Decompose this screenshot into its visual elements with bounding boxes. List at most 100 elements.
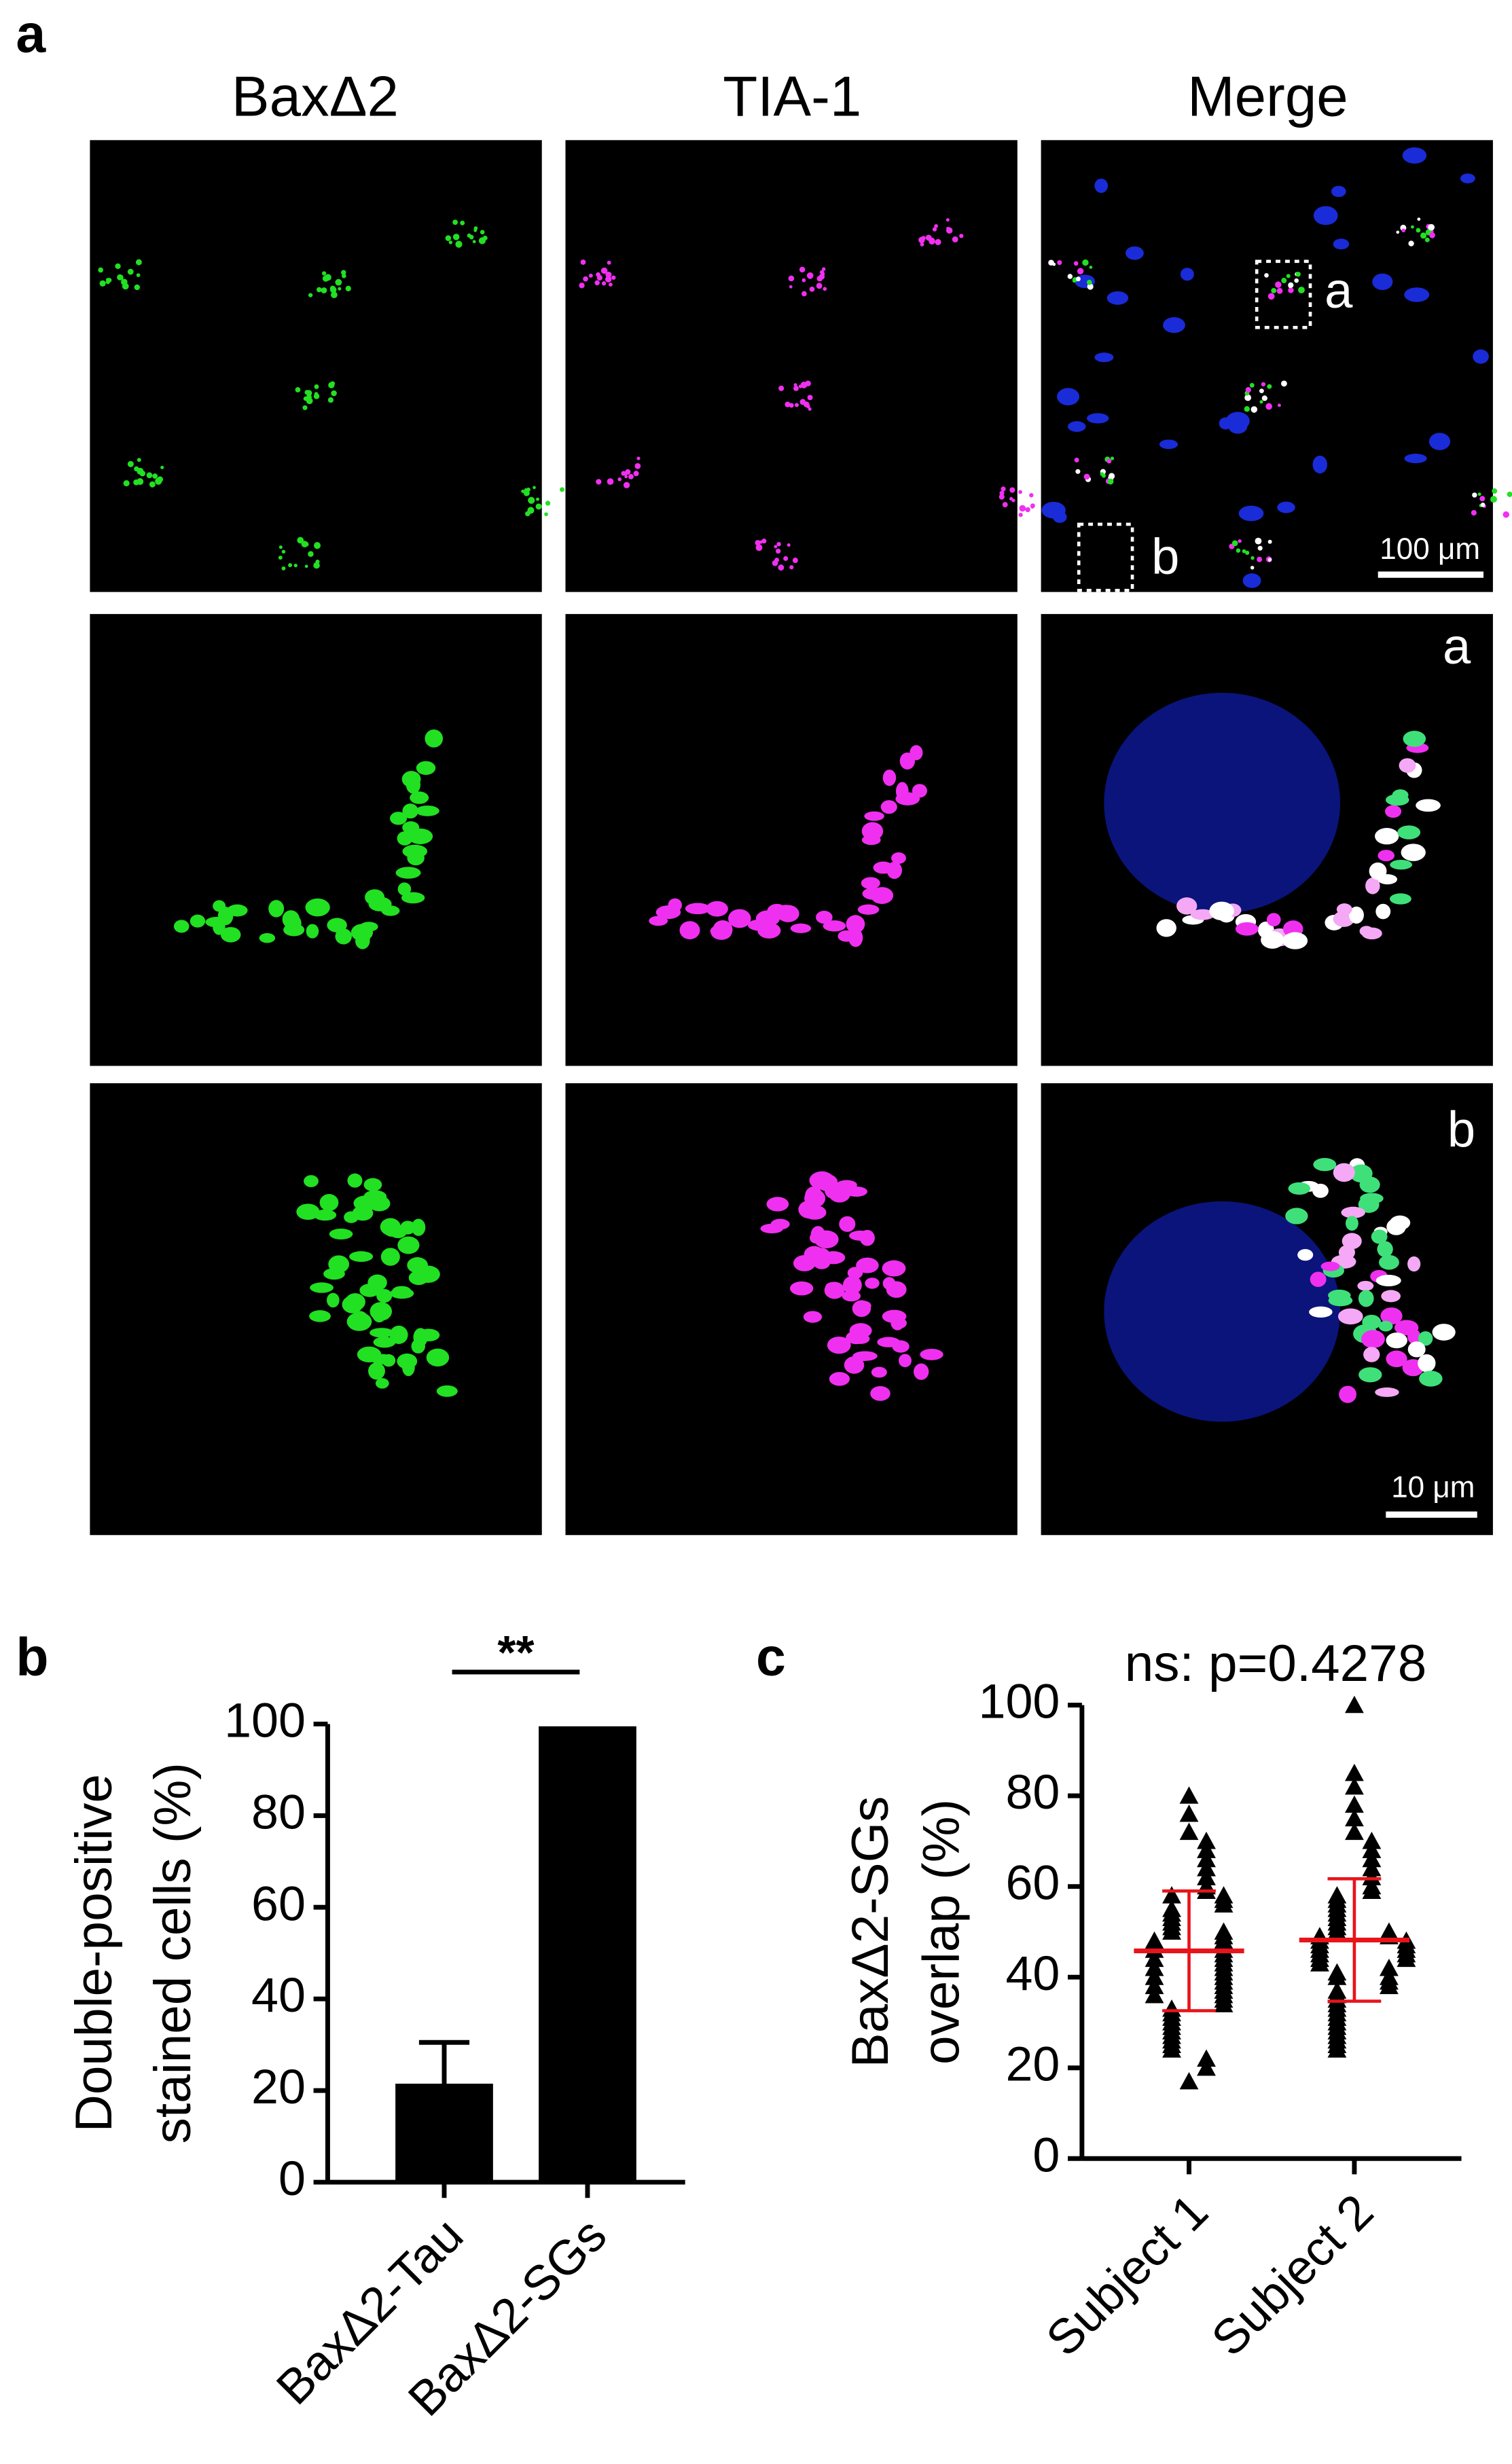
nucleus	[1104, 1201, 1341, 1422]
granule	[1507, 491, 1512, 497]
granule	[798, 384, 803, 388]
granule	[999, 490, 1005, 496]
granule	[395, 867, 421, 879]
granule	[293, 564, 298, 568]
nucleus	[1106, 291, 1129, 305]
granule	[1280, 380, 1287, 387]
micrograph	[565, 1083, 1018, 1536]
data-point	[1197, 2058, 1216, 2076]
granule	[341, 270, 346, 276]
granule	[1358, 1367, 1382, 1383]
granule	[1075, 469, 1081, 474]
granule	[621, 471, 626, 476]
granule	[1108, 473, 1115, 479]
granule	[155, 477, 162, 485]
micrograph	[565, 614, 1018, 1066]
granule	[799, 266, 806, 273]
granule	[935, 238, 941, 245]
granule	[375, 1378, 389, 1389]
granule	[482, 235, 488, 240]
granule	[1349, 906, 1364, 924]
granule	[1375, 1387, 1399, 1397]
granule	[469, 234, 474, 240]
data-point	[1345, 1777, 1364, 1795]
nucleus	[1402, 147, 1427, 164]
granule	[480, 230, 485, 235]
granule	[426, 1348, 450, 1366]
granule	[633, 471, 639, 477]
granule	[607, 260, 611, 265]
granule	[857, 904, 880, 915]
nucleus	[1180, 268, 1194, 281]
granule	[281, 549, 286, 554]
granule	[816, 276, 823, 282]
nucleus	[1404, 454, 1427, 464]
data-point	[1179, 1822, 1199, 1841]
granule	[770, 1218, 790, 1230]
column-title: TIA-1	[723, 64, 861, 128]
granule	[946, 227, 953, 234]
granule	[829, 1372, 850, 1386]
granule	[227, 904, 248, 917]
granule	[1190, 909, 1215, 920]
granule	[890, 1314, 905, 1330]
granule	[1286, 274, 1291, 278]
granule	[452, 234, 460, 240]
granule	[525, 511, 530, 517]
granule	[347, 1173, 363, 1188]
granule	[802, 278, 806, 283]
scale-bar-label: 100 μm	[1380, 532, 1480, 566]
data-point	[1362, 1832, 1382, 1849]
panel-label: b	[16, 1627, 48, 1687]
granule	[865, 1278, 880, 1289]
data-point	[1380, 1958, 1399, 1976]
data-point	[1362, 1849, 1382, 1868]
panel-label: a	[16, 3, 46, 63]
data-point	[1327, 1922, 1347, 1940]
granule	[380, 1248, 400, 1266]
inset-box	[1077, 522, 1134, 592]
granule	[759, 540, 763, 544]
granule	[536, 497, 539, 501]
nucleus	[1238, 505, 1264, 522]
granule	[331, 291, 338, 299]
granule	[1298, 287, 1305, 293]
granule	[1377, 1241, 1393, 1258]
granule	[1333, 1163, 1355, 1182]
granule	[1399, 758, 1416, 773]
granule	[607, 478, 614, 485]
granule	[1276, 287, 1283, 294]
granule	[1403, 730, 1426, 747]
granule	[778, 564, 785, 571]
granule	[415, 805, 439, 816]
granule	[472, 240, 476, 244]
granule	[1106, 458, 1112, 464]
data-point	[1145, 1931, 1164, 1949]
granule	[844, 1356, 865, 1374]
granule	[685, 903, 710, 915]
granule	[1002, 502, 1008, 507]
granule	[1245, 550, 1250, 556]
y-axis-label: stained cells (%)	[144, 1762, 202, 2143]
granule	[319, 1194, 339, 1212]
y-tick-label: 40	[251, 1968, 306, 2023]
granule	[846, 915, 865, 934]
granule	[1424, 237, 1430, 242]
granule	[1363, 1347, 1380, 1362]
data-point	[1145, 1976, 1164, 1995]
granule	[310, 1282, 334, 1293]
granule	[1386, 1350, 1407, 1368]
granule	[1100, 472, 1104, 476]
granule	[1288, 1182, 1311, 1195]
granule	[1359, 1176, 1380, 1193]
column-title: BaxΔ2	[232, 64, 399, 128]
granule	[823, 920, 846, 932]
granule	[397, 882, 412, 896]
granule	[137, 458, 141, 463]
granule	[127, 460, 134, 467]
granule	[608, 283, 613, 287]
data-point	[1345, 1695, 1364, 1714]
granule	[914, 1363, 929, 1380]
granule	[920, 242, 924, 247]
data-point	[1197, 1868, 1216, 1885]
